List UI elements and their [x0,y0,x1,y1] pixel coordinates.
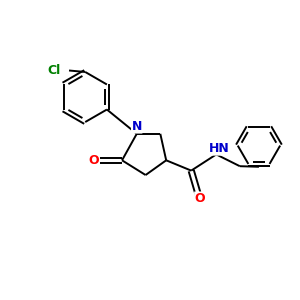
Text: O: O [89,154,99,167]
Text: O: O [195,192,206,205]
Text: HN: HN [209,142,230,155]
Text: Cl: Cl [47,64,60,77]
Text: N: N [132,120,142,133]
